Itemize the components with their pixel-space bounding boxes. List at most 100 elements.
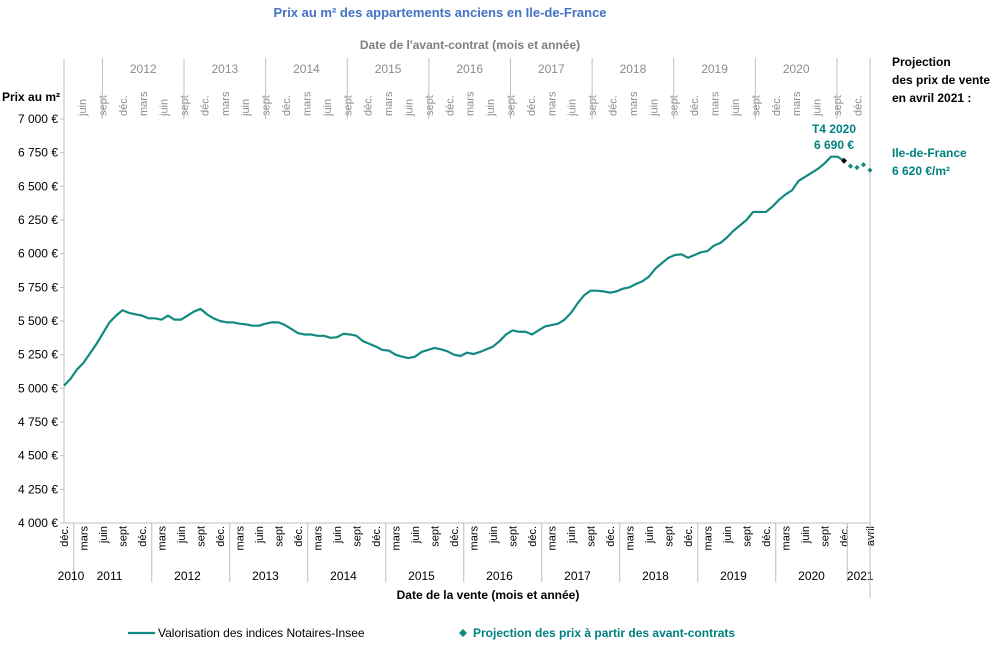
series-line-notaires-insee bbox=[63, 155, 845, 387]
x-tick-label: déc. bbox=[605, 526, 617, 547]
y-tick-label: 7 000 € bbox=[18, 112, 58, 126]
top-tick-label: déc. bbox=[852, 95, 864, 116]
x-tick-label: déc. bbox=[527, 526, 539, 547]
top-tick-label: déc. bbox=[608, 95, 620, 116]
legend-label-1: Valorisation des indices Notaires-Insee bbox=[158, 626, 365, 640]
bottom-axis: déc. mars juin sept déc. mars juin sept déc. mars… bbox=[58, 523, 877, 583]
top-tick-label: juin bbox=[648, 99, 660, 117]
projection-points bbox=[841, 157, 873, 173]
x-tick-label: avril bbox=[865, 526, 877, 546]
top-tick-label: mars bbox=[138, 91, 150, 116]
x-tick-label: juin bbox=[800, 526, 812, 544]
y-tick-label: 5 250 € bbox=[18, 348, 58, 362]
top-year-label: 2015 bbox=[375, 62, 402, 76]
x-tick-label: sept bbox=[664, 526, 676, 547]
y-tick-label: 6 500 € bbox=[18, 179, 58, 193]
x-year-label: 2016 bbox=[486, 569, 513, 583]
top-tick-label: déc. bbox=[281, 95, 293, 116]
top-tick-label: juin bbox=[812, 99, 824, 117]
x-tick-label: déc. bbox=[293, 526, 305, 547]
top-tick-label: juin bbox=[730, 99, 742, 117]
side-heading-1: Projection bbox=[892, 55, 951, 69]
x-tick-label: sept bbox=[274, 526, 286, 547]
top-tick-label: mars bbox=[383, 91, 395, 116]
top-year-label: 2018 bbox=[620, 62, 647, 76]
x-tick-label: sept bbox=[508, 526, 520, 547]
top-tick-label: mars bbox=[546, 91, 558, 116]
x-year-label: 2010 bbox=[58, 569, 85, 583]
y-tick-label: 5 750 € bbox=[18, 280, 58, 294]
y-axis-title: Prix au m² bbox=[2, 90, 60, 104]
x-year-label: 2015 bbox=[408, 569, 435, 583]
projection-point bbox=[854, 164, 860, 171]
top-year-label: 2014 bbox=[293, 62, 320, 76]
top-tick-label: sept bbox=[97, 95, 109, 116]
top-year-label: 2017 bbox=[538, 62, 565, 76]
x-tick-label: déc. bbox=[761, 526, 773, 547]
x-tick-label: juin bbox=[488, 526, 500, 544]
top-axis: juin sept déc. mars juin sept déc. mars juin sept… bbox=[63, 58, 864, 119]
x-year-label: 2011 bbox=[97, 569, 123, 583]
x-year-label: 2021 bbox=[847, 569, 874, 583]
x-year-label: 2014 bbox=[330, 569, 357, 583]
annotation-label: T4 2020 bbox=[812, 122, 856, 136]
x-tick-label: déc. bbox=[839, 526, 851, 547]
top-tick-label: sept bbox=[669, 95, 681, 116]
top-tick-label: mars bbox=[628, 91, 640, 116]
x-year-label: 2017 bbox=[564, 569, 591, 583]
x-tick-label: mars bbox=[79, 526, 91, 551]
y-tick-label: 4 750 € bbox=[18, 415, 58, 429]
x-tick-label: mars bbox=[703, 526, 715, 551]
top-tick-label: sept bbox=[261, 95, 273, 116]
x-year-label: 2012 bbox=[174, 569, 201, 583]
top-axis-title: Date de l'avant-contrat (mois et année) bbox=[360, 38, 580, 52]
x-tick-label: mars bbox=[547, 526, 559, 551]
y-tick-label: 6 250 € bbox=[18, 213, 58, 227]
chart-title: Prix au m² des appartements anciens en I… bbox=[273, 5, 606, 20]
top-tick-label: mars bbox=[710, 91, 722, 116]
y-axis: 7 000 € 6 750 € 6 500 € 6 250 € 6 000 € 5 750… bbox=[18, 112, 64, 530]
top-tick-label: juin bbox=[567, 99, 579, 117]
top-tick-label: déc. bbox=[363, 95, 375, 116]
top-tick-label: sept bbox=[424, 95, 436, 116]
top-tick-label: juin bbox=[485, 99, 497, 117]
x-tick-label: mars bbox=[469, 526, 481, 551]
top-tick-label: sept bbox=[342, 95, 354, 116]
y-tick-label: 6 000 € bbox=[18, 247, 58, 261]
x-tick-label: juin bbox=[722, 526, 734, 544]
x-tick-label: mars bbox=[625, 526, 637, 551]
x-tick-label: sept bbox=[196, 526, 208, 547]
top-tick-label: mars bbox=[465, 91, 477, 116]
side-heading-2: des prix de vente bbox=[892, 73, 990, 87]
top-year-label: 2012 bbox=[130, 62, 157, 76]
x-tick-label: juin bbox=[98, 526, 110, 544]
top-year-label: 2019 bbox=[701, 62, 728, 76]
top-tick-label: déc. bbox=[526, 95, 538, 116]
x-tick-label: déc. bbox=[683, 526, 695, 547]
x-tick-label: mars bbox=[235, 526, 247, 551]
x-axis-title: Date de la vente (mois et année) bbox=[397, 588, 580, 602]
x-tick-label: mars bbox=[781, 526, 793, 551]
top-tick-label: juin bbox=[322, 99, 334, 117]
top-tick-label: mars bbox=[220, 91, 232, 116]
top-tick-label: sept bbox=[832, 95, 844, 116]
projection-point bbox=[860, 162, 867, 168]
x-tick-label: sept bbox=[118, 526, 130, 547]
x-tick-label: déc. bbox=[371, 526, 383, 547]
x-tick-label: mars bbox=[391, 526, 403, 551]
y-tick-label: 4 250 € bbox=[18, 482, 58, 496]
top-tick-label: déc. bbox=[199, 95, 211, 116]
y-tick-label: 4 500 € bbox=[18, 449, 58, 463]
top-tick-label: sept bbox=[587, 95, 599, 116]
legend-diamond-swatch bbox=[459, 629, 467, 637]
x-year-label: 2013 bbox=[252, 569, 279, 583]
top-tick-label: déc. bbox=[771, 95, 783, 116]
x-tick-label: juin bbox=[254, 526, 266, 544]
x-tick-label: sept bbox=[430, 526, 442, 547]
x-tick-label: mars bbox=[157, 526, 169, 551]
x-tick-label: juin bbox=[410, 526, 422, 544]
top-tick-label: juin bbox=[159, 99, 171, 117]
top-tick-label: sept bbox=[506, 95, 518, 116]
top-year-label: 2013 bbox=[211, 62, 238, 76]
x-tick-label: déc. bbox=[215, 526, 227, 547]
